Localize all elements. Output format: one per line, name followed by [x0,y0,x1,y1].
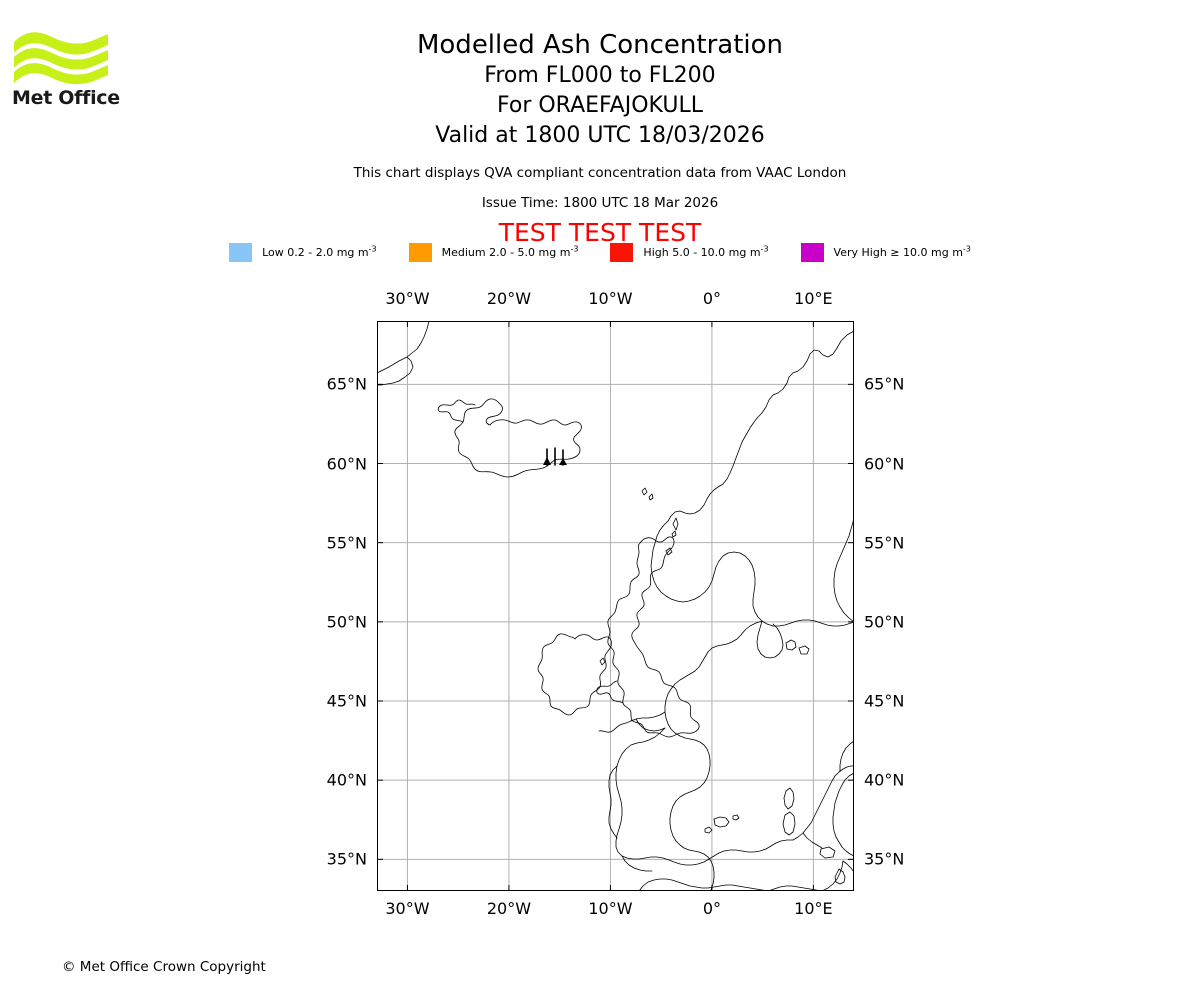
lat-tick-label-left: 60°N [326,454,367,473]
legend-swatch [800,243,824,262]
legend-label: Medium 2.0 - 5.0 mg m-3 [441,244,579,259]
lat-tick-label-right: 40°N [864,770,905,790]
map-background [377,321,854,891]
legend-label: High 5.0 - 10.0 mg m-3 [643,244,769,259]
lat-tick-label-right: 65°N [864,374,905,394]
legend-item: Low 0.2 - 2.0 mg m-3 [229,243,377,262]
valid-time: Valid at 1800 UTC 18/03/2026 [435,123,765,148]
lon-tick-label: 10°W [588,899,633,918]
lat-tick-label-right: 35°N [864,849,905,869]
lat-tick-label-left: 55°N [326,533,367,553]
lon-tick-label: 10°E [794,899,833,918]
graticule-lines [377,321,854,891]
concentration-legend: Low 0.2 - 2.0 mg m-3 Medium 2.0 - 5.0 mg … [0,243,1200,262]
lat-tick-label-right: 45°N [864,691,905,711]
copyright-notice: © Met Office Crown Copyright [62,959,266,975]
legend-swatch [229,243,253,262]
axis-ticks [377,321,854,891]
legend-item: Medium 2.0 - 5.0 mg m-3 [408,243,579,262]
test-banner: TEST TEST TEST [498,218,702,247]
chart-note: This chart displays QVA compliant concen… [353,165,847,181]
legend-swatch [408,243,432,262]
lat-tick-label-left: 50°N [326,612,367,632]
lon-tick-label: 30°W [385,899,430,918]
lat-tick-label-right: 50°N [864,612,905,632]
issue-time: Issue Time: 1800 UTC 18 Mar 2026 [481,195,719,211]
lat-tick-label-left: 35°N [326,849,367,869]
lon-tick-label: 10°E [794,289,833,308]
volcano-name: For ORAEFAJOKULL [497,93,703,118]
met-office-logo: Met Office [12,28,122,113]
lon-tick-label: 10°W [588,289,633,308]
map-frame [377,321,854,891]
page-title: Modelled Ash Concentration [416,30,784,60]
legend-item: High 5.0 - 10.0 mg m-3 [610,243,769,262]
legend-label: Very High ≥ 10.0 mg m-3 [833,244,971,259]
chart-header: Modelled Ash Concentration From FL000 to… [0,0,1200,247]
lat-tick-label-right: 55°N [864,533,905,553]
lat-tick-label-left: 45°N [326,691,367,711]
legend-label: Low 0.2 - 2.0 mg m-3 [262,244,377,259]
legend-item: Very High ≥ 10.0 mg m-3 [800,243,971,262]
met-office-waves-icon [14,32,108,85]
lon-tick-label: 20°W [486,289,532,308]
met-office-logo-text: Met Office [12,87,120,109]
map-canvas [377,321,854,891]
lat-tick-label-left: 40°N [326,770,367,790]
coastlines [377,321,854,891]
lon-tick-label: 30°W [385,289,430,308]
lat-tick-label-right: 60°N [864,454,905,473]
legend-swatch [610,243,634,262]
flight-level-range: From FL000 to FL200 [484,63,716,88]
lon-tick-label: 0° [702,899,721,918]
ash-concentration-map: 30°W 30°W 20°W 20°W 10°W 10°W 0° 0° 10°E 10°E 35°N… [327,289,905,918]
lat-tick-label-left: 65°N [326,374,367,394]
lon-tick-label: 20°W [486,899,532,918]
lon-tick-label: 0° [702,289,721,308]
